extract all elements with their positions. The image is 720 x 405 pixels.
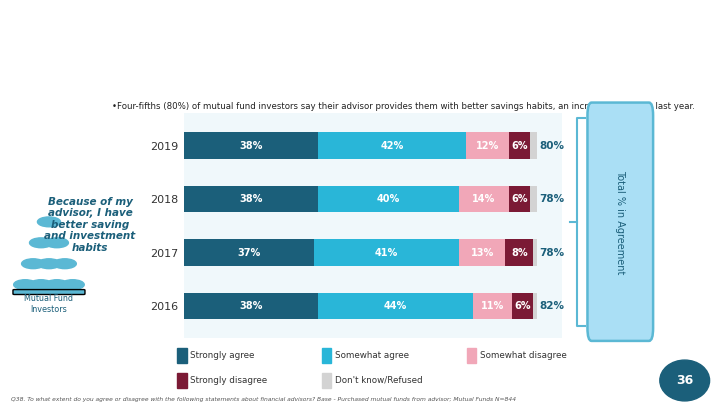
Bar [318, 293, 473, 320]
Bar [473, 293, 512, 320]
Text: Somewhat disagree: Somewhat disagree [480, 351, 566, 360]
Circle shape [61, 280, 84, 290]
Text: Strongly disagree: Strongly disagree [190, 376, 267, 385]
Text: Because of my
advisor, I have
better saving
and investment
habits: Because of my advisor, I have better sav… [45, 196, 135, 253]
Bar [534, 239, 537, 266]
Text: Somewhat agree: Somewhat agree [335, 351, 409, 360]
Text: 44%: 44% [384, 301, 408, 311]
Bar [467, 132, 508, 159]
Bar [177, 373, 186, 388]
Circle shape [22, 259, 45, 269]
Circle shape [30, 280, 53, 290]
Text: 6%: 6% [515, 301, 531, 311]
Text: 38%: 38% [239, 194, 262, 204]
Circle shape [45, 280, 68, 290]
Text: 11%: 11% [481, 301, 504, 311]
Text: 78%: 78% [540, 247, 564, 258]
Text: 8%: 8% [511, 247, 528, 258]
Text: 37%: 37% [238, 247, 261, 258]
Text: Total % in Agreement: Total % in Agreement [616, 170, 625, 274]
FancyBboxPatch shape [13, 290, 85, 294]
Bar [322, 348, 331, 363]
Text: Q38. To what extent do you agree or disagree with the following statements about: Q38. To what extent do you agree or disa… [11, 397, 516, 402]
Bar [184, 132, 318, 159]
Bar [459, 185, 508, 212]
Bar [177, 348, 186, 363]
Bar [459, 239, 505, 266]
Text: 13%: 13% [470, 247, 494, 258]
Bar [530, 185, 537, 212]
Bar [184, 185, 318, 212]
Text: 38%: 38% [239, 141, 262, 151]
Text: 6%: 6% [511, 141, 528, 151]
Bar [508, 185, 530, 212]
Bar [184, 239, 315, 266]
Text: 14%: 14% [472, 194, 495, 204]
Bar [318, 185, 459, 212]
Circle shape [45, 238, 68, 248]
Text: 36: 36 [676, 374, 693, 387]
Text: 78%: 78% [540, 194, 564, 204]
Text: 12%: 12% [476, 141, 499, 151]
Bar [318, 132, 467, 159]
Bar [322, 373, 331, 388]
Bar [512, 293, 534, 320]
Text: 40%: 40% [377, 194, 400, 204]
Text: Advisor Trust: Advisor Trust [13, 12, 189, 36]
FancyBboxPatch shape [588, 102, 653, 341]
Circle shape [53, 259, 76, 269]
Bar [530, 132, 537, 159]
Text: Don't know/Refused: Don't know/Refused [335, 376, 423, 385]
Bar [534, 293, 537, 320]
Text: Strongly agree: Strongly agree [190, 351, 254, 360]
Bar [184, 293, 318, 320]
Text: 42%: 42% [380, 141, 404, 151]
Text: 6%: 6% [511, 194, 528, 204]
Text: 82%: 82% [540, 301, 564, 311]
Circle shape [30, 238, 53, 248]
Text: 38%: 38% [239, 301, 262, 311]
Bar [315, 239, 459, 266]
Circle shape [14, 280, 37, 290]
Bar [505, 239, 534, 266]
Text: Mutual Fund
Investors: Mutual Fund Investors [24, 294, 73, 313]
Text: •Four-fifths (80%) of mutual fund investors say their advisor provides them with: •Four-fifths (80%) of mutual fund invest… [112, 102, 695, 111]
Text: Advisors continue to promote better investing habits.: Advisors continue to promote better inve… [13, 58, 384, 72]
Text: 41%: 41% [375, 247, 398, 258]
Text: 80%: 80% [540, 141, 564, 151]
Circle shape [37, 259, 60, 269]
Bar [508, 132, 530, 159]
Circle shape [660, 360, 710, 401]
Circle shape [37, 217, 60, 227]
Bar [467, 348, 476, 363]
